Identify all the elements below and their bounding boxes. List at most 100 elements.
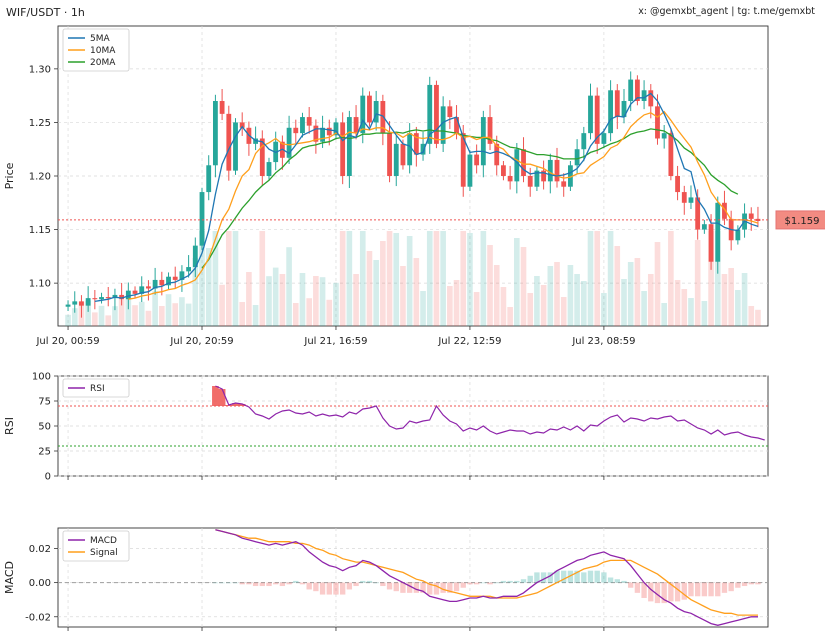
candle-body (286, 127, 292, 158)
candle-body (514, 149, 520, 182)
macd-tick-label: 0.02 (29, 544, 51, 555)
volume-bar (400, 266, 406, 326)
candle-body (708, 224, 714, 262)
candle-body (146, 286, 151, 289)
macd-histogram-bar (601, 572, 607, 583)
macd-legend-box (62, 530, 130, 562)
rsi-legend-entry: RSI (90, 384, 105, 394)
volume-bar (627, 262, 634, 326)
rsi-line (215, 385, 765, 441)
volume-bar (567, 265, 574, 326)
macd-histogram-bar (453, 582, 460, 592)
volume-bar (333, 282, 339, 326)
volume-bar (467, 233, 473, 326)
candle-body (166, 276, 171, 286)
volume-bar (534, 276, 540, 326)
macd-histogram-bar (293, 580, 299, 583)
volume-bar (554, 262, 560, 326)
macd-histogram-bar (654, 582, 661, 604)
volume-bar (500, 287, 507, 326)
volume-bar (493, 265, 500, 326)
macd-histogram-bar (360, 580, 366, 583)
candle-body (367, 95, 372, 123)
candle-body (755, 218, 761, 221)
candle-body (239, 122, 245, 128)
macd-histogram-bar (534, 572, 540, 583)
candle-body (192, 245, 198, 268)
macd-histogram-bar (607, 577, 614, 583)
candle-body (400, 143, 406, 166)
candle-body (393, 143, 399, 176)
price-legend-entry: 20MA (90, 58, 116, 68)
candle-body (266, 162, 272, 176)
macd-histogram-bar (259, 582, 265, 587)
volume-bar (339, 231, 346, 326)
chart-title: WIF/USDT · 1h (6, 6, 85, 19)
volume-bar (172, 303, 179, 326)
macd-histogram-bar (420, 582, 426, 593)
macd-histogram-bar (366, 580, 373, 583)
candle-body (172, 276, 178, 280)
volume-bar (614, 246, 621, 326)
x-tick-label: Jul 20, 20:59 (169, 336, 233, 347)
candle-body (427, 84, 433, 144)
candle-body (447, 106, 453, 118)
macd-histogram-bar (574, 570, 580, 583)
candle-body (320, 127, 325, 142)
volume-bar (159, 306, 165, 326)
candle-body (186, 267, 192, 272)
candle-body (346, 117, 352, 176)
volume-bar (306, 298, 312, 326)
candle-body (119, 294, 125, 300)
macd-histogram-bar (634, 582, 641, 593)
volume-bar (601, 293, 607, 326)
macd-histogram-bar (313, 582, 319, 592)
volume-bar (574, 274, 580, 326)
volume-bar (447, 286, 453, 326)
volume-bar (714, 231, 721, 326)
ma5-line (94, 92, 759, 303)
candle-body (300, 117, 305, 134)
volume-bar (386, 231, 393, 326)
candle-body (125, 290, 131, 300)
candle-body (387, 133, 392, 176)
volume-bar (514, 238, 520, 326)
macd-histogram-bar (413, 582, 420, 593)
macd-histogram-bar (232, 582, 239, 584)
macd-histogram-bar (507, 580, 513, 583)
macd-legend-entry: Signal (90, 548, 118, 558)
rsi-tick-label: 100 (32, 372, 51, 383)
volume-bar (735, 290, 741, 326)
volume-bar (741, 273, 748, 326)
candle-body (547, 159, 553, 182)
macd-histogram-bar (386, 582, 393, 590)
volume-bar (152, 291, 158, 326)
volume-bar (527, 293, 534, 326)
macd-histogram-bar (661, 582, 667, 604)
volume-bar (668, 231, 674, 326)
candle-body (306, 117, 312, 126)
rsi-tick-label: 0 (45, 472, 51, 483)
volume-bar (607, 231, 614, 326)
volume-bar (259, 231, 266, 326)
macd-histogram-bar (587, 570, 594, 583)
candle-body (521, 149, 526, 176)
candle-body (681, 192, 687, 203)
volume-bar (185, 303, 192, 326)
candle-body (501, 165, 506, 176)
rsi-tick-label: 50 (38, 422, 51, 433)
x-tick-label: Jul 21, 16:59 (303, 336, 367, 347)
candle-body (65, 304, 71, 307)
volume-bar (453, 280, 460, 326)
price-tick-label: 1.20 (29, 172, 51, 183)
volume-bar (319, 277, 326, 326)
candle-body (554, 159, 560, 182)
macd-histogram-bar (688, 582, 694, 597)
candle-body (628, 79, 634, 101)
rsi-legend-box (62, 378, 130, 398)
candle-body (494, 143, 500, 166)
volume-bar (426, 231, 433, 326)
candle-body (648, 90, 654, 107)
volume-bar (326, 299, 333, 326)
volume-bar (694, 240, 701, 326)
